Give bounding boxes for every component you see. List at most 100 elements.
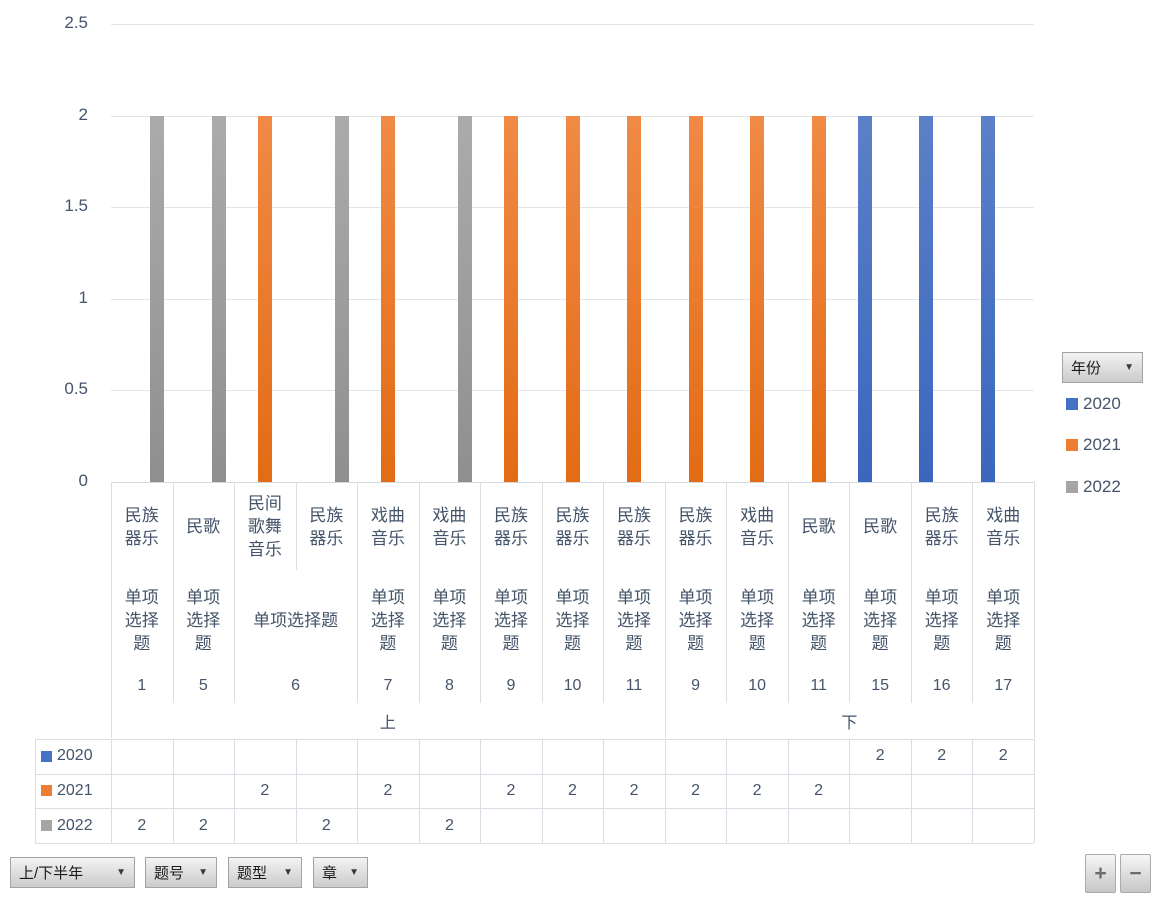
category-question-no-label: 9 — [506, 676, 516, 694]
category-chapter-label: 戏曲音乐 — [419, 483, 481, 570]
chapter-text: 民族器乐 — [678, 505, 713, 548]
table-cell-value: 2 — [198, 816, 208, 834]
category-question-no-label: 5 — [198, 676, 208, 694]
question-type-text: 单项选择题 — [863, 587, 898, 653]
bar-2020 — [980, 115, 995, 482]
bar-2021 — [627, 115, 642, 482]
question-type-text: 单项选择题 — [253, 610, 339, 630]
category-question-type-label: 单项选择题 — [788, 572, 850, 668]
chapter-text: 民族器乐 — [924, 505, 959, 548]
axis-separator-line — [418, 481, 420, 703]
table-border — [541, 739, 543, 843]
bar-2021 — [750, 115, 765, 482]
filter-button-chapter[interactable]: 章 ▼ — [313, 857, 368, 888]
bar-2021 — [565, 115, 580, 482]
legend-field-button-year[interactable]: 年份 ▼ — [1062, 352, 1143, 383]
filter-button-label: 题号 — [154, 865, 185, 882]
table-border — [664, 739, 666, 843]
bar-2021 — [380, 115, 395, 482]
filter-button-question-no[interactable]: 题号 ▼ — [145, 857, 217, 888]
filter-button-label: 题型 — [237, 865, 268, 882]
table-border — [35, 739, 36, 843]
filter-button-label: 章 — [322, 865, 338, 882]
axis-separator-line — [910, 481, 912, 703]
category-half-label: 下 — [841, 714, 858, 732]
question-type-text: 单项选择题 — [432, 587, 467, 653]
table-cell-value: 2 — [998, 747, 1008, 765]
plus-icon: + — [1094, 861, 1107, 885]
table-cell-value: 2 — [506, 781, 516, 799]
category-chapter-label: 戏曲音乐 — [726, 483, 788, 570]
chevron-down-icon: ▼ — [1124, 362, 1134, 373]
gridline — [111, 24, 1034, 25]
category-question-no-label: 9 — [691, 676, 701, 694]
expand-button[interactable]: + — [1085, 854, 1116, 893]
category-chapter-label: 民歌 — [173, 483, 235, 570]
table-border — [480, 739, 482, 843]
table-border — [972, 739, 974, 843]
table-cell-value: 2 — [629, 781, 639, 799]
table-border — [35, 739, 1034, 740]
table-row-label: 2022 — [41, 808, 111, 843]
category-question-no-label: 10 — [563, 676, 582, 694]
table-border — [603, 739, 605, 843]
collapse-button[interactable]: − — [1120, 854, 1151, 893]
chapter-text: 民族器乐 — [617, 505, 652, 548]
axis-separator-line — [603, 481, 605, 703]
category-chapter-label: 戏曲音乐 — [972, 483, 1034, 570]
table-cell-value: 2 — [260, 781, 270, 799]
table-row-label-text: 2021 — [57, 781, 93, 799]
category-question-type-label: 单项选择题 — [542, 572, 604, 668]
legend-swatch — [1066, 481, 1078, 493]
axis-separator-line — [664, 481, 666, 738]
category-chapter-label: 民族器乐 — [665, 483, 727, 570]
axis-separator-line — [172, 481, 174, 703]
bar-2021 — [811, 115, 826, 482]
chapter-text: 戏曲音乐 — [370, 505, 405, 548]
table-cell-value: 2 — [383, 781, 393, 799]
category-question-no-label: 1 — [137, 676, 147, 694]
y-axis-label: 0.5 — [64, 379, 88, 398]
category-chapter-label: 民族器乐 — [603, 483, 665, 570]
y-axis-label: 1 — [78, 287, 88, 307]
legend-swatch — [1066, 398, 1078, 410]
table-row-label: 2021 — [41, 774, 111, 809]
bar-2021 — [503, 115, 518, 482]
filter-button-question-type[interactable]: 题型 ▼ — [228, 857, 302, 888]
table-row-label-text: 2022 — [57, 816, 93, 834]
category-question-no-label: 17 — [994, 676, 1013, 694]
bar-2021 — [257, 115, 272, 482]
bar-2020 — [857, 115, 872, 482]
category-chapter-label: 民间歌舞音乐 — [234, 483, 296, 570]
gridline — [111, 481, 1034, 483]
chapter-text: 民歌 — [801, 517, 836, 536]
y-axis-label: 0 — [78, 470, 88, 490]
axis-separator-line — [357, 481, 359, 703]
question-type-text: 单项选择题 — [617, 587, 652, 653]
category-chapter-label: 民歌 — [849, 483, 911, 570]
category-half-label: 上 — [379, 714, 396, 732]
table-border — [1034, 739, 1035, 843]
table-border — [295, 739, 297, 843]
filter-button-half-year[interactable]: 上/下半年 ▼ — [10, 857, 135, 888]
table-border — [787, 739, 789, 843]
axis-separator-line — [787, 481, 789, 703]
table-border — [234, 739, 236, 843]
category-question-type-label: 单项选择题 — [911, 572, 973, 668]
category-question-no-label: 7 — [383, 676, 393, 694]
axis-separator-line — [480, 481, 482, 703]
category-question-no-label: 11 — [625, 676, 643, 694]
category-question-no-label: 8 — [444, 676, 454, 694]
chapter-text: 民族器乐 — [309, 505, 344, 548]
category-question-type-label: 单项选择题 — [665, 572, 727, 668]
question-type-text: 单项选择题 — [493, 587, 528, 653]
table-row-label-text: 2020 — [57, 747, 93, 765]
legend-entry-label: 2020 — [1083, 394, 1121, 413]
table-border — [910, 739, 912, 843]
legend-swatch — [41, 785, 52, 797]
table-cell-value: 2 — [137, 816, 147, 834]
chapter-text: 民族器乐 — [555, 505, 590, 548]
axis-separator-line — [541, 481, 543, 703]
legend-entry-2020: 2020 — [1066, 394, 1121, 414]
category-question-type-label: 单项选择题 — [419, 572, 481, 668]
